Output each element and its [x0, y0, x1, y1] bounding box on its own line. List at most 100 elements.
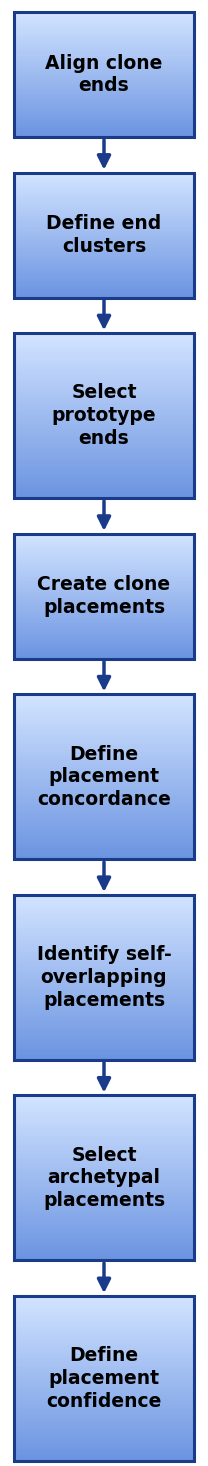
- Bar: [14, 1444, 194, 1447]
- Bar: [14, 594, 194, 597]
- Bar: [14, 481, 194, 484]
- Bar: [14, 894, 194, 1060]
- Bar: [14, 1350, 194, 1353]
- Bar: [14, 208, 194, 210]
- Bar: [14, 1249, 194, 1252]
- Bar: [14, 793, 194, 796]
- Bar: [14, 396, 194, 399]
- Bar: [14, 978, 194, 981]
- Bar: [14, 132, 194, 135]
- Bar: [14, 248, 194, 249]
- Bar: [14, 1117, 194, 1120]
- Bar: [14, 1428, 194, 1431]
- Bar: [14, 53, 194, 56]
- Bar: [14, 1038, 194, 1041]
- Bar: [14, 598, 194, 601]
- Bar: [14, 185, 194, 188]
- Bar: [14, 633, 194, 636]
- Bar: [14, 28, 194, 31]
- Bar: [14, 654, 194, 657]
- Bar: [14, 802, 194, 805]
- Bar: [14, 173, 194, 174]
- Bar: [14, 1196, 194, 1201]
- Bar: [14, 629, 194, 632]
- Bar: [14, 1044, 194, 1047]
- Bar: [14, 913, 194, 916]
- Bar: [14, 627, 194, 629]
- Bar: [14, 1045, 194, 1048]
- Bar: [14, 1001, 194, 1004]
- Bar: [14, 1161, 194, 1164]
- Bar: [14, 553, 194, 554]
- Bar: [14, 60, 194, 62]
- Bar: [14, 405, 194, 408]
- Bar: [14, 969, 194, 972]
- Bar: [14, 40, 194, 41]
- Bar: [14, 293, 194, 296]
- Bar: [14, 1371, 194, 1374]
- Text: Select
archetypal
placements: Select archetypal placements: [43, 1145, 165, 1209]
- Bar: [14, 711, 194, 714]
- Bar: [14, 1431, 194, 1434]
- Bar: [14, 572, 194, 573]
- Bar: [14, 1205, 194, 1208]
- Bar: [14, 1296, 194, 1462]
- Bar: [14, 796, 194, 799]
- Bar: [14, 1013, 194, 1016]
- Bar: [14, 268, 194, 271]
- Bar: [14, 51, 194, 54]
- Bar: [14, 737, 194, 740]
- Bar: [14, 415, 194, 418]
- Bar: [14, 567, 194, 569]
- Bar: [14, 941, 194, 944]
- Bar: [14, 597, 194, 598]
- Text: Define end
clusters: Define end clusters: [46, 214, 162, 257]
- Bar: [14, 619, 194, 622]
- Bar: [14, 259, 194, 262]
- Bar: [14, 538, 194, 539]
- Bar: [14, 1152, 194, 1155]
- Bar: [14, 1010, 194, 1013]
- Bar: [14, 997, 194, 1000]
- Bar: [14, 1447, 194, 1450]
- Bar: [14, 724, 194, 727]
- Bar: [14, 479, 194, 482]
- Bar: [14, 391, 194, 394]
- Bar: [14, 625, 194, 627]
- Bar: [14, 1095, 194, 1098]
- Bar: [14, 1174, 194, 1177]
- Bar: [14, 762, 194, 765]
- Bar: [14, 534, 194, 535]
- Bar: [14, 116, 194, 119]
- Bar: [14, 1236, 194, 1239]
- Bar: [14, 1416, 194, 1419]
- Bar: [14, 909, 194, 912]
- Bar: [14, 474, 194, 476]
- Bar: [14, 191, 194, 194]
- Bar: [14, 457, 194, 460]
- Bar: [14, 821, 194, 824]
- Bar: [14, 1029, 194, 1032]
- Bar: [14, 639, 194, 642]
- Bar: [14, 985, 194, 988]
- Bar: [14, 243, 194, 245]
- Bar: [14, 413, 194, 416]
- Bar: [14, 22, 194, 25]
- Bar: [14, 462, 194, 465]
- Bar: [14, 588, 194, 589]
- Bar: [14, 1331, 194, 1334]
- Bar: [14, 781, 194, 784]
- Bar: [14, 1054, 194, 1057]
- Bar: [14, 213, 194, 214]
- Bar: [14, 1019, 194, 1022]
- Bar: [14, 642, 194, 644]
- Bar: [14, 979, 194, 982]
- Bar: [14, 119, 194, 120]
- Bar: [14, 1318, 194, 1321]
- Bar: [14, 564, 194, 567]
- Bar: [14, 849, 194, 852]
- Bar: [14, 255, 194, 258]
- Bar: [14, 249, 194, 252]
- Bar: [14, 130, 194, 133]
- Bar: [14, 21, 194, 22]
